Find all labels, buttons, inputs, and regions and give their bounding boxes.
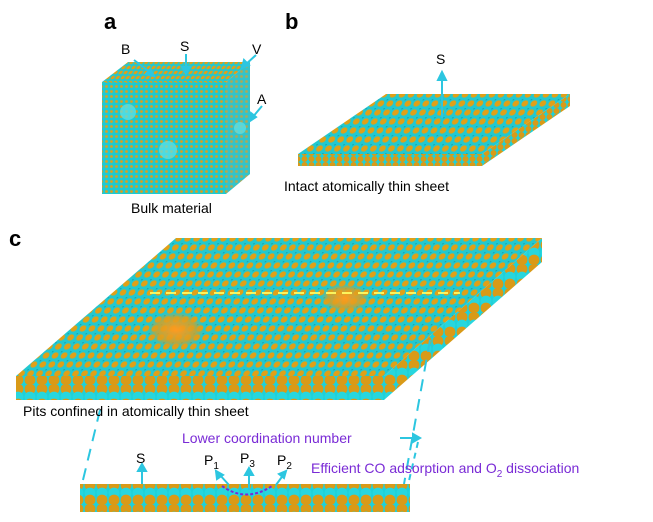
label-S-sheet: S — [436, 51, 446, 67]
thin-sheet-b — [298, 94, 570, 166]
label-P1: P1 — [204, 452, 219, 472]
label-P3: P3 — [240, 450, 255, 470]
caption-bulk-material: Bulk material — [131, 200, 212, 216]
panel-label-a: a — [104, 9, 117, 34]
sheet-b-arrow — [436, 69, 448, 118]
pitted-sheet — [16, 238, 542, 400]
zoom-connectors — [81, 339, 431, 485]
panel-label-c: c — [9, 226, 22, 251]
label-V-vertex: V — [252, 41, 262, 57]
label-B-step-edge: B — [121, 41, 131, 57]
pit-right — [321, 284, 369, 312]
cross-section — [80, 484, 410, 512]
label-P2: P2 — [277, 452, 292, 472]
cross-section-arrows — [136, 432, 423, 490]
bulk-arrows — [133, 54, 263, 124]
pit-left — [148, 312, 204, 348]
annotation-efficient-adsorption: Efficient CO adsorption and O2 dissociat… — [311, 460, 580, 480]
caption-pits-sheet: Pits confined in atomically thin sheet — [23, 403, 249, 419]
annotation-lower-coordination: Lower coordination number — [182, 430, 352, 446]
label-S-surface: S — [180, 38, 190, 54]
label-S-cross-section: S — [136, 450, 146, 466]
panel-label-b: b — [285, 9, 299, 34]
caption-intact-sheet: Intact atomically thin sheet — [284, 178, 449, 194]
label-A-edge: A — [257, 91, 267, 107]
bulk-cube — [102, 62, 250, 194]
